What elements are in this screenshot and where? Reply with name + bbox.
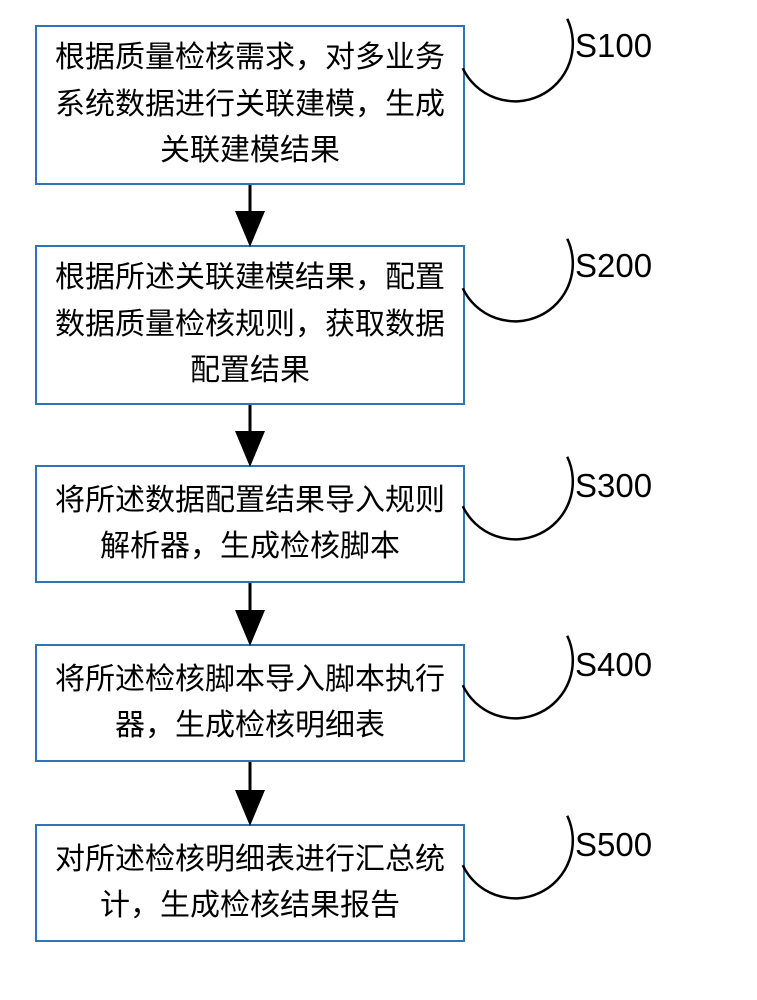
step-text: 根据质量检核需求，对多业务系统数据进行关联建模，生成关联建模结果 [55,35,445,175]
step-text: 将所述数据配置结果导入规则解析器，生成检核脚本 [55,478,445,571]
step-text: 根据所述关联建模结果，配置数据质量检核规则，获取数据配置结果 [55,255,445,395]
step-label-s100: S100 [575,27,652,65]
step-text: 将所述检核脚本导入脚本执行器，生成检核明细表 [55,657,445,750]
step-text: 对所述检核明细表进行汇总统计，生成检核结果报告 [55,837,445,930]
step-label-s200: S200 [575,247,652,285]
step-box-s400: 将所述检核脚本导入脚本执行器，生成检核明细表 [35,644,465,762]
flowchart-canvas: 根据质量检核需求，对多业务系统数据进行关联建模，生成关联建模结果 根据所述关联建… [0,0,757,1000]
step-box-s500: 对所述检核明细表进行汇总统计，生成检核结果报告 [35,824,465,942]
step-box-s300: 将所述数据配置结果导入规则解析器，生成检核脚本 [35,465,465,583]
step-box-s100: 根据质量检核需求，对多业务系统数据进行关联建模，生成关联建模结果 [35,25,465,185]
step-label-s300: S300 [575,467,652,505]
step-label-s500: S500 [575,826,652,864]
step-box-s200: 根据所述关联建模结果，配置数据质量检核规则，获取数据配置结果 [35,245,465,405]
step-label-s400: S400 [575,646,652,684]
